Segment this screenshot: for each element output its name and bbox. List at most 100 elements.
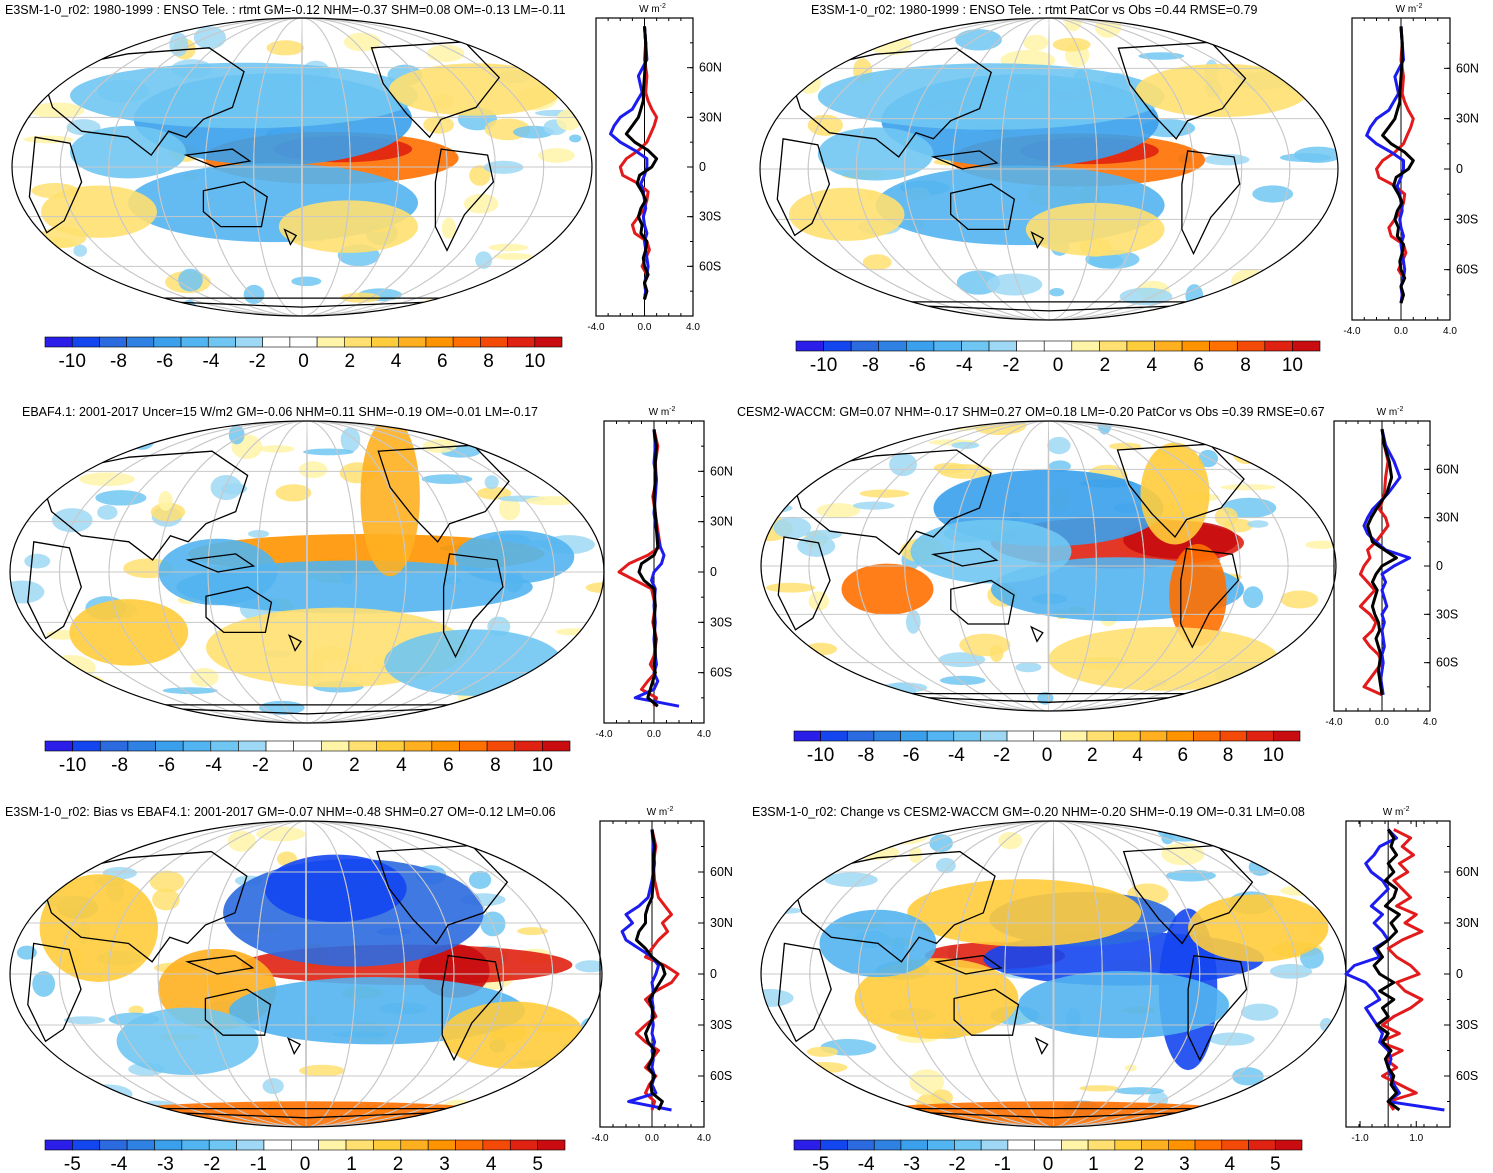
field-patch [808, 1100, 851, 1123]
coastline [370, 41, 501, 139]
field-patch [1269, 1112, 1291, 1127]
field-patch [1015, 662, 1042, 673]
field-patch [1023, 34, 1049, 51]
field-patch [1049, 288, 1065, 297]
coastline [818, 692, 1279, 703]
unit-label: W m-2 [647, 806, 674, 818]
field-patch [463, 193, 499, 214]
field-patch [1257, 831, 1276, 845]
colorbar-label: 6 [437, 351, 448, 372]
field-patch [45, 654, 96, 681]
colorbar-swatch [1221, 1139, 1249, 1151]
colorbar-label: -4 [948, 745, 965, 766]
panel-title: E3SM-1-0_r02: 1980-1999 : ENSO Tele. : r… [811, 3, 1258, 17]
colorbar-swatch [316, 336, 345, 348]
series-line-blue [609, 26, 650, 300]
graticule-meridian [858, 821, 1249, 1127]
colorbar-swatch [1034, 1139, 1062, 1151]
series-line-black [624, 26, 659, 300]
colorbar-label: 10 [1282, 355, 1303, 376]
field-patch [29, 421, 58, 432]
field-anomaly [384, 629, 563, 696]
field-patch [103, 26, 127, 35]
colorbar-label: -6 [158, 755, 175, 776]
colorbar-swatch [486, 740, 516, 752]
coastline [789, 850, 996, 963]
colorbar-label: -2 [949, 1154, 966, 1173]
colorbar-label: 1 [346, 1154, 357, 1173]
series-line-blue [1362, 428, 1412, 696]
field-patch [1208, 1032, 1255, 1046]
graticule-meridian [108, 18, 496, 316]
lat-tick-label: 30N [1456, 916, 1479, 930]
colorbar-swatch [926, 730, 955, 742]
lat-tick-label: 60N [1456, 865, 1479, 879]
coastline [1122, 844, 1254, 945]
field-patch [1108, 442, 1142, 450]
field-patch [421, 474, 473, 484]
panel-figure: 60N 30N 0 30S 60S -4.0 0.0 4.0 W m-2 -10 -8 -6 -4 -2 0… [759, 3, 1479, 376]
field-patch [529, 23, 573, 34]
colorbar-label: -10 [810, 355, 837, 376]
field-patch [760, 68, 801, 93]
field-patch [178, 268, 203, 292]
coastline [377, 444, 510, 543]
field-patch [1214, 507, 1238, 527]
coastline [934, 954, 1003, 975]
colorbar-swatch [1141, 1139, 1169, 1151]
field-anomaly [39, 874, 158, 982]
graticule-meridian [157, 821, 455, 1127]
colorbar-swatch [1194, 1139, 1223, 1151]
coastline [28, 136, 83, 234]
field-patch [877, 821, 931, 845]
coastline [1030, 625, 1044, 643]
colorbar-swatch [126, 336, 155, 348]
unit-exponent: -2 [1403, 806, 1409, 813]
coastline [283, 228, 298, 246]
field-patch [508, 839, 533, 858]
coastline [38, 450, 249, 561]
field-patch [566, 477, 596, 500]
x-tick-label: -4.0 [587, 322, 605, 333]
graticule-meridian [305, 821, 307, 1127]
field-patch [769, 821, 804, 831]
colorbar-swatch [953, 730, 981, 742]
field-patch [150, 502, 186, 522]
lat-tick-label: 0 [1456, 967, 1463, 981]
field-patch [1280, 590, 1319, 609]
colorbar-swatch [44, 1139, 73, 1151]
colorbar-label: 8 [1240, 355, 1251, 376]
lat-tick-label: 30S [1456, 1018, 1478, 1032]
panel-figure: 60N 30N 0 30S 60S -4.0 0.0 4.0 W m-2 -10 -8 -6 -4 -2 0… [9, 406, 733, 776]
field-patch [761, 821, 783, 835]
map-outline [11, 17, 593, 317]
colorbar-label: 5 [532, 1154, 543, 1173]
colorbar-swatch [344, 336, 372, 348]
colorbar-swatch [1181, 340, 1210, 352]
series-line-black [1366, 428, 1398, 696]
x-tick-label: 0.0 [638, 322, 652, 333]
field-patch [18, 685, 69, 697]
x-tick-label: -4.0 [591, 1133, 609, 1144]
series-line-red [1358, 428, 1390, 697]
colorbar-swatch [210, 740, 239, 752]
coastline [817, 301, 1281, 312]
field-patch [1318, 230, 1338, 248]
field-anomaly [455, 530, 575, 584]
field-anomaly [70, 125, 186, 179]
field-patch [1198, 449, 1219, 468]
field-patch [67, 674, 105, 692]
colorbar-label: -10 [59, 755, 86, 776]
colorbar-label: -8 [862, 355, 879, 376]
field-patch [13, 488, 50, 496]
field-patch [12, 246, 45, 272]
field-patch [1247, 520, 1269, 528]
zonal-frame [1345, 820, 1451, 1128]
field-patch [939, 675, 986, 685]
field-anomaly [264, 854, 407, 922]
panel-cesm2-waccm: CESM2-WACCM: GM=0.07 NHM=-0.17 SHM=0.27 … [737, 395, 1493, 780]
colorbar-swatch [181, 1139, 210, 1151]
coastline [777, 536, 831, 631]
colorbar-swatch [155, 740, 184, 752]
graticule [761, 821, 1346, 1127]
